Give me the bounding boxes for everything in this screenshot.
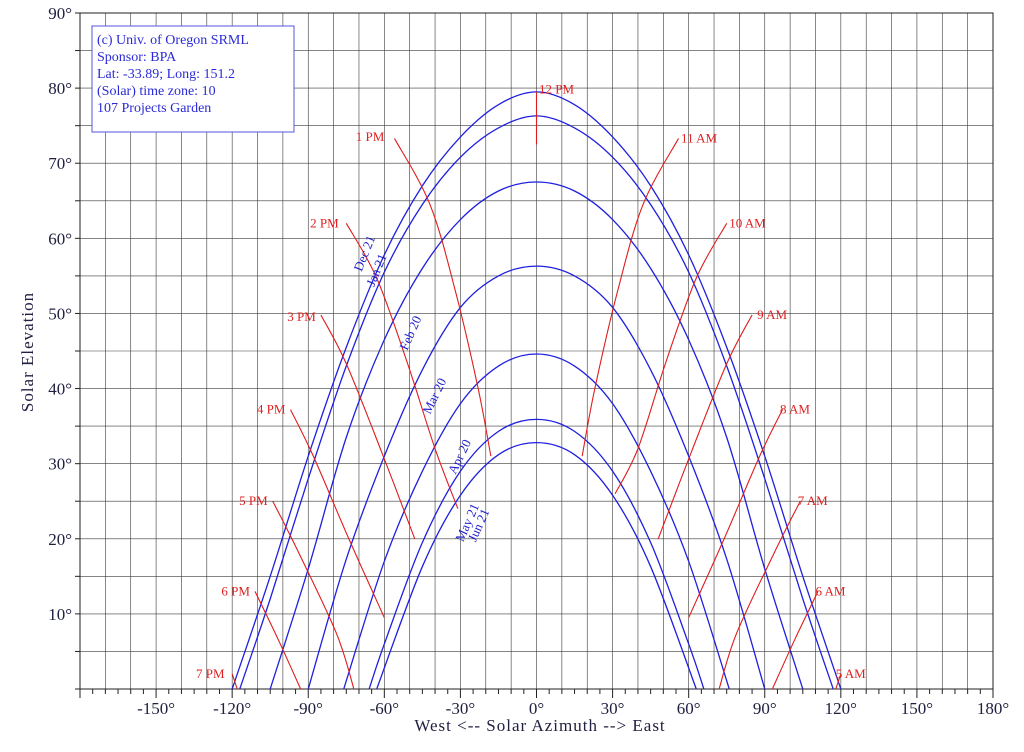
y-tick-label: 20° — [48, 530, 72, 549]
hour-label-1-pm: 1 PM — [356, 129, 385, 144]
date-label-apr-20: Apr 20 — [445, 437, 474, 476]
y-tick-label: 40° — [48, 380, 72, 399]
info-box-frame — [91, 25, 295, 133]
hour-labels: 12 PM 1 PM 2 PM 3 PM 4 PM 5 PM 6 PM 7 PM 11 AM 10… — [196, 82, 866, 681]
date-curve-mar-20 — [307, 265, 766, 690]
x-axis-ticks: -150° -120° -90° -60° -30° 0° 30° 60° 90° 120° 150… — [79, 689, 1009, 718]
hour-curve-7-am — [718, 500, 801, 690]
hour-label-3-pm: 3 PM — [287, 309, 316, 324]
hour-label-12-pm: 12 PM — [539, 82, 574, 97]
hour-label-5-am: 5 AM — [836, 666, 866, 681]
y-tick-label: 30° — [48, 455, 72, 474]
date-curve-may-21 — [368, 418, 705, 690]
y-axis-ticks: 10° 20° 30° 40° 50° 60° 70° 80° 90° — [48, 4, 80, 690]
y-tick-label: 60° — [48, 229, 72, 248]
date-curve-feb-20 — [269, 181, 804, 690]
x-tick-label: -60° — [370, 699, 399, 718]
info-line-sponsor: Sponsor: BPA — [97, 50, 177, 65]
info-line-site: 107 Projects Garden — [97, 101, 211, 116]
hour-curve-7-pm — [231, 673, 238, 690]
info-line-copyright: (c) Univ. of Oregon SRML — [97, 33, 249, 48]
x-tick-label: 150° — [901, 699, 933, 718]
hour-label-7-am: 7 AM — [798, 493, 828, 508]
hour-curve-9-am — [657, 314, 753, 539]
y-tick-label: 90° — [48, 4, 72, 23]
hour-label-2-pm: 2 PM — [310, 215, 339, 230]
y-tick-label: 70° — [48, 154, 72, 173]
info-line-timezone: (Solar) time zone: 10 — [97, 84, 216, 99]
x-tick-label: -120° — [213, 699, 251, 718]
y-tick-label: 50° — [48, 304, 72, 323]
hour-curve-3-pm — [320, 314, 416, 539]
x-tick-label: -150° — [137, 699, 175, 718]
x-tick-label: -90° — [294, 699, 323, 718]
x-tick-label: 30° — [601, 699, 625, 718]
y-axis-title: Solar Elevation — [18, 292, 37, 412]
hour-curve-11-am — [581, 138, 680, 457]
hour-curves — [231, 91, 842, 690]
hour-label-4-pm: 4 PM — [257, 402, 286, 417]
info-line-location: Lat: -33.89; Long: 151.2 — [97, 67, 235, 82]
hour-label-8-am: 8 AM — [780, 402, 810, 417]
hour-label-10-am: 10 AM — [729, 215, 766, 230]
x-tick-label: 0° — [529, 699, 544, 718]
hour-curve-5-am — [835, 673, 842, 690]
hour-curve-8-am — [688, 409, 783, 618]
hour-label-11-am: 11 AM — [681, 130, 717, 145]
x-axis-title: West <-- Solar Azimuth --> East — [414, 716, 665, 735]
hour-curve-2-pm — [345, 223, 459, 509]
date-curve-apr-20 — [343, 353, 730, 690]
date-label-mar-20: Mar 20 — [419, 376, 449, 417]
hour-curve-1-pm — [393, 138, 492, 457]
hour-label-7-pm: 7 PM — [196, 666, 225, 681]
date-curve-jun-21 — [376, 441, 697, 690]
date-label-feb-20: Feb 20 — [396, 313, 424, 352]
hour-label-5-pm: 5 PM — [239, 493, 268, 508]
x-tick-label: 90° — [753, 699, 777, 718]
y-tick-label: 10° — [48, 605, 72, 624]
x-tick-label: 60° — [677, 699, 701, 718]
hour-curve-6-pm — [254, 591, 302, 690]
hour-curve-10-am — [614, 223, 728, 494]
info-box: (c) Univ. of Oregon SRML Sponsor: BPA La… — [91, 25, 295, 133]
x-tick-label: 120° — [825, 699, 857, 718]
hour-curve-6-am — [771, 591, 819, 690]
hour-curve-5-pm — [272, 500, 355, 690]
hour-label-6-pm: 6 PM — [221, 583, 250, 598]
hour-label-6-am: 6 AM — [815, 583, 845, 598]
y-tick-label: 80° — [48, 79, 72, 98]
hour-label-9-am: 9 AM — [757, 307, 787, 322]
hour-curve-4-pm — [290, 409, 385, 618]
x-tick-label: -30° — [446, 699, 475, 718]
x-tick-label: 180° — [977, 699, 1009, 718]
